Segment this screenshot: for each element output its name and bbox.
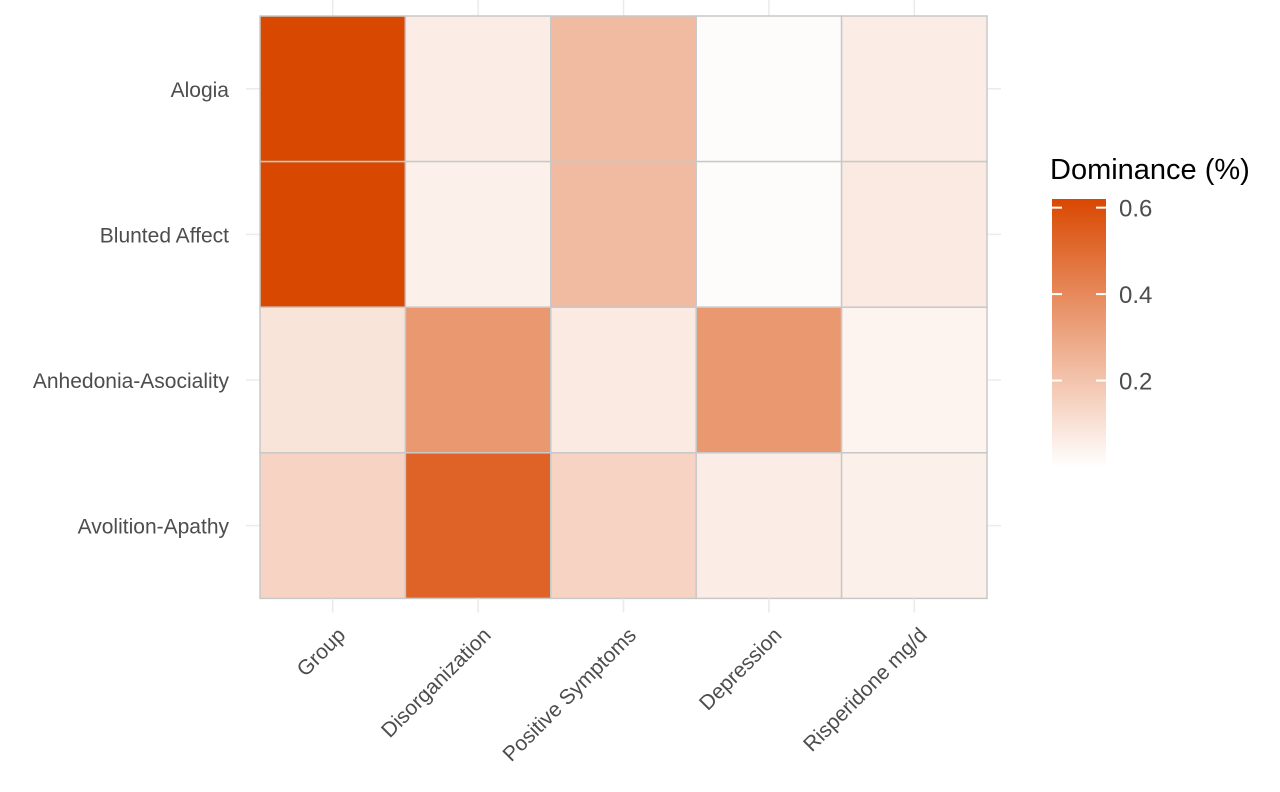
x-axis-ticks (331, 598, 916, 613)
y-axis-label: Avolition-Apathy (78, 516, 230, 539)
legend-colorbar (1052, 199, 1106, 467)
heatmap-cell (840, 15, 988, 163)
x-axis-label: Group (293, 624, 351, 682)
heatmap-cell (550, 306, 697, 454)
heatmap-cell (404, 15, 552, 163)
heatmap-cell (404, 160, 552, 308)
x-axis-label: Depression (695, 624, 786, 715)
heatmap-cell (695, 160, 843, 308)
legend-tick-label: 0.2 (1119, 369, 1152, 396)
legend-tick-label: 0.4 (1119, 282, 1152, 309)
heatmap-cell (840, 160, 988, 308)
heatmap-cell (259, 452, 407, 600)
y-axis-label: Alogia (171, 79, 230, 102)
heatmap-cell (259, 306, 407, 454)
y-axis-label: Anhedonia-Asociality (33, 370, 230, 393)
legend-ticks: 0.2 0.4 0.6 (1052, 196, 1152, 396)
heatmap-cells (259, 15, 988, 600)
heatmap-cell (404, 452, 552, 600)
heatmap-cell (695, 452, 843, 600)
heatmap-cell (695, 15, 843, 163)
y-axis-label: Blunted Affect (100, 224, 229, 247)
legend-tick-label: 0.6 (1119, 196, 1152, 223)
heatmap-cell (550, 160, 697, 308)
legend: Dominance (%) 0.2 0.4 0.6 (1050, 154, 1250, 467)
heatmap-cell (259, 160, 407, 308)
heatmap-cell (840, 452, 988, 600)
y-axis-labels: Alogia Blunted Affect Anhedonia-Asociality… (33, 79, 230, 539)
x-axis-label: Disorganization (377, 624, 496, 743)
x-axis-label: Positive Symptoms (499, 624, 642, 767)
heatmap-cell (404, 306, 552, 454)
heatmap-cell (550, 15, 697, 163)
heatmap-cell (840, 306, 988, 454)
heatmap-cell (695, 306, 843, 454)
legend-title: Dominance (%) (1050, 154, 1250, 186)
x-axis-labels: Group Disorganization Positive Symptoms Dep… (293, 624, 932, 767)
x-axis-label: Risperidone mg/d (799, 624, 932, 757)
heatmap-cell (550, 452, 697, 600)
heatmap-cell (259, 15, 407, 163)
